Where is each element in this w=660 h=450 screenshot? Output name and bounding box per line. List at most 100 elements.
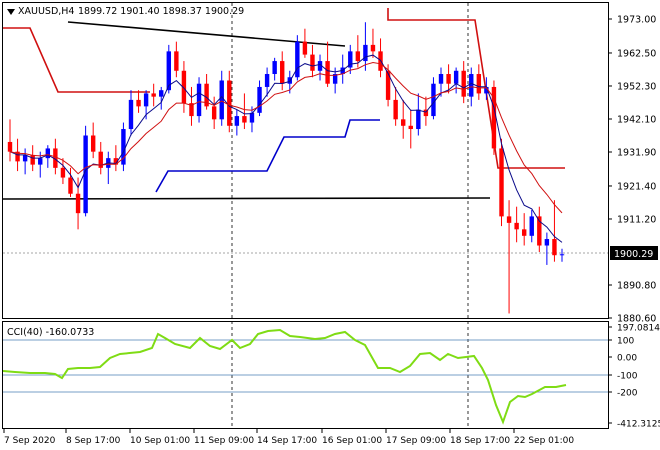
candle [416,93,421,136]
candles-layer [7,22,565,314]
candle [174,41,179,78]
price-tick-label: 1880.60 [617,314,656,325]
candle [302,28,308,58]
candle [552,200,557,262]
candle [242,93,247,130]
candle [211,96,217,130]
candle [559,248,565,262]
candle [98,141,103,175]
candle [491,80,497,155]
candle [453,67,459,94]
chart-arrow-icon [7,9,15,15]
price-tick-label: 1921.40 [617,181,656,192]
time-tick-label: 7 Sep 2020 [4,436,56,446]
cci-axis: 197.0814 100 0.00 -100 -200 -412.3125 [608,324,660,430]
candle [204,74,209,110]
cci-tick-label: 0.00 [617,354,637,364]
candle [461,61,466,104]
cci-tick-label: -200 [617,389,638,399]
time-tick-label: 8 Sep 17:00 [66,436,121,446]
ohlc-readout: 1899.72 1901.40 1898.37 1900.29 [78,6,244,17]
main-chart-frame [2,2,609,319]
candle [438,67,444,97]
candle [227,70,232,133]
candle [385,64,391,107]
candle [45,145,51,168]
candle [476,64,482,100]
candle [272,57,277,81]
candle [196,77,202,123]
cci-tick-label: -412.3125 [617,420,660,430]
cci-tick-label: 197.0814 [617,324,660,334]
candle [219,70,224,126]
candle [537,206,542,252]
time-tick-label: 10 Sep 01:00 [130,436,190,446]
candle [521,213,527,246]
candle [423,96,429,126]
candle [431,77,436,120]
price-tick-label: 1952.30 [617,81,656,92]
symbol-header: XAUUSD,H4 1899.72 1901.40 1898.37 1900.2… [7,6,244,17]
price-tick-label: 1931.90 [617,147,656,158]
candle [22,148,28,175]
time-tick-label: 22 Sep 01:00 [514,436,574,446]
candle [514,206,519,243]
price-tick-label: 1973.00 [617,15,656,26]
candle [446,64,451,94]
candle [113,145,119,172]
current-price-value: 1900.29 [614,249,653,260]
time-tick-label: 16 Sep 01:00 [322,436,382,446]
candle [257,80,262,117]
candle [189,86,194,126]
candle [529,209,534,243]
candle [90,122,96,159]
price-tick-label: 1890.80 [617,280,656,291]
candle [136,90,141,113]
candle [60,158,66,185]
candle [68,167,73,197]
support-step-line [155,119,380,193]
time-tick-label: 18 Sep 17:00 [450,436,510,446]
time-tick-label: 11 Sep 09:00 [194,436,254,446]
candle [234,109,240,136]
candle [159,86,164,110]
price-tick-label: 1942.10 [617,114,656,125]
time-tick-label: 17 Sep 09:00 [386,436,446,446]
candle [317,54,323,81]
time-tick-label: 14 Sep 17:00 [257,436,317,446]
candle [401,99,406,139]
resistance-step-line [387,8,565,169]
price-tick-label: 1911.20 [617,214,656,225]
candle [264,67,270,97]
current-price-label: 1900.29 [610,246,658,260]
candle [393,86,398,126]
symbol-label: XAUUSD,H4 [18,6,74,17]
price-axis: 1973.00 1962.50 1952.30 1942.10 1931.90 1921.… [608,15,656,325]
ma-slow-line [9,61,563,214]
candle [363,22,368,71]
cci-tick-label: 100 [617,337,634,347]
cci-line [2,328,567,425]
candle [408,109,413,149]
candle [151,83,156,107]
candle [7,119,13,162]
candle [506,200,512,314]
candle [370,28,376,58]
candle [295,35,300,81]
cci-tick-label: -100 [617,372,638,382]
candle [325,41,330,87]
price-tick-label: 1962.50 [617,48,656,59]
candle [544,232,550,265]
candle [181,61,187,113]
resistance-step-line [3,27,150,93]
candle [75,177,81,230]
cci-label: CCI(40) -160.0733 [7,327,94,338]
candle [499,138,504,227]
time-axis: 7 Sep 2020 8 Sep 17:00 10 Sep 01:00 11 Sep … [3,429,574,446]
moving-averages [9,54,563,243]
candle [355,35,361,68]
candle [348,44,353,75]
candle [121,122,126,172]
candle [128,90,134,136]
